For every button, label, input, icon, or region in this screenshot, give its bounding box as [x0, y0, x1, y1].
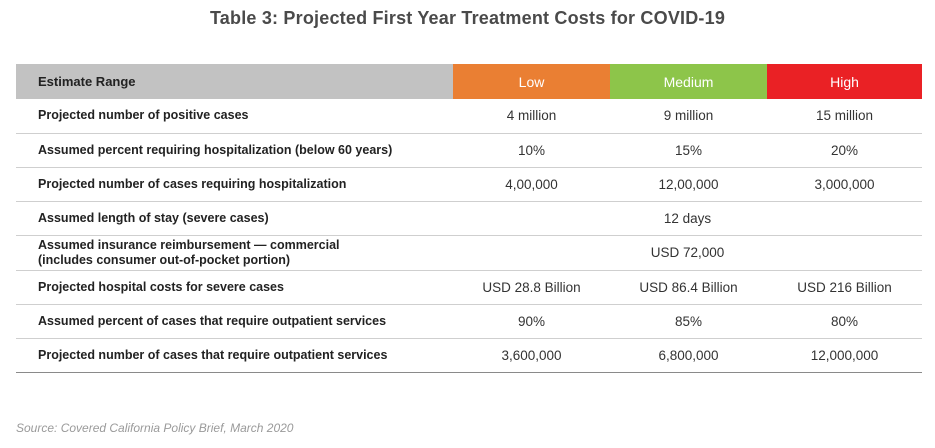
table-row: Projected number of cases requiring hosp…: [16, 167, 922, 201]
table-body: Projected number of positive cases 4 mil…: [16, 99, 922, 372]
cell-high: 3,000,000: [814, 176, 875, 192]
cell-medium: 15%: [674, 142, 703, 158]
row-label: Assumed percent requiring hospitalizatio…: [38, 142, 393, 157]
cell-low: 4,00,000: [505, 176, 558, 192]
row-label: Projected number of positive cases: [38, 108, 249, 123]
row-label-line: (includes consumer out-of-pocket portion…: [38, 252, 291, 267]
row-label: Assumed length of stay (severe cases): [38, 210, 269, 225]
header-high: High: [767, 64, 922, 99]
header-estimate-range: Estimate Range: [16, 64, 453, 99]
cell-high: 20%: [830, 142, 859, 158]
table-row: Projected number of cases that require o…: [16, 338, 922, 372]
table-title: Table 3: Projected First Year Treatment …: [209, 8, 726, 28]
table-row: Assumed insurance reimbursement — commer…: [16, 235, 922, 270]
table-row: Assumed percent of cases that require ou…: [16, 304, 922, 338]
table-header: Estimate Range Low Medium High: [16, 64, 922, 99]
cell-high: 15 million: [815, 108, 874, 124]
row-label: Projected hospital costs for severe case…: [38, 279, 284, 294]
header-medium: Medium: [610, 64, 767, 99]
cell-medium: 9 million: [663, 108, 714, 124]
cell-medium: 6,800,000: [658, 347, 719, 363]
table-row: Projected number of positive cases 4 mil…: [16, 99, 922, 133]
cell-medium: 85%: [674, 313, 703, 329]
cell-merged: USD 72,000: [650, 245, 725, 260]
header-low: Low: [453, 64, 610, 99]
treatment-costs-table: Estimate Range Low Medium High Projected…: [16, 64, 922, 373]
table-row: Assumed length of stay (severe cases) 12…: [16, 201, 922, 235]
cell-low: USD 28.8 Billion: [482, 279, 581, 295]
cell-low: 3,600,000: [501, 347, 562, 363]
header-row: Estimate Range Low Medium High: [16, 64, 922, 99]
cell-high: 80%: [830, 313, 859, 329]
row-label: Assumed percent of cases that require ou…: [38, 313, 387, 328]
cell-low: 90%: [517, 313, 546, 329]
cell-merged: 12 days: [663, 210, 712, 226]
cell-high: 12,000,000: [810, 347, 879, 363]
source-note: Source: Covered California Policy Brief,…: [16, 421, 294, 435]
cell-low: 4 million: [506, 108, 557, 124]
row-label: Assumed insurance reimbursement — commer…: [16, 235, 453, 270]
row-label: Projected number of cases requiring hosp…: [38, 176, 347, 191]
cell-high: USD 216 Billion: [797, 279, 892, 295]
cell-medium: USD 86.4 Billion: [639, 279, 738, 295]
table-row: Assumed percent requiring hospitalizatio…: [16, 133, 922, 167]
row-label-line: Assumed insurance reimbursement — commer…: [38, 237, 340, 252]
row-label: Projected number of cases that require o…: [38, 347, 388, 362]
table-row: Projected hospital costs for severe case…: [16, 270, 922, 304]
cell-low: 10%: [517, 142, 546, 158]
cell-medium: 12,00,000: [658, 176, 719, 192]
